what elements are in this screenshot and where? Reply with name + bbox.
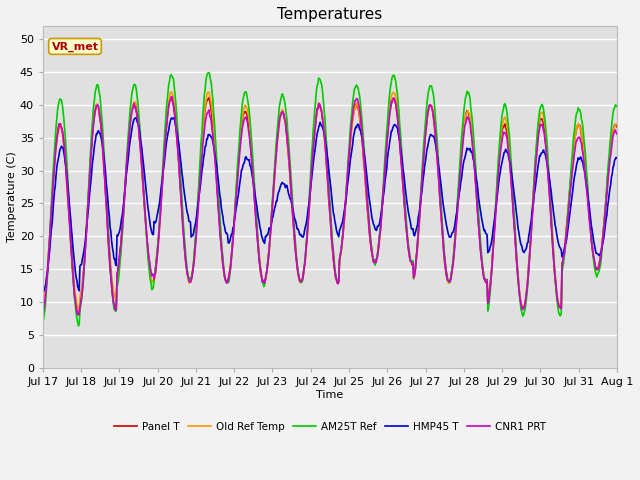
Old Ref Temp: [75, 307, 83, 312]
Panel T: [285, 163, 293, 169]
AM25T Ref: [204, 70, 212, 76]
Old Ref Temp: [613, 121, 621, 127]
CNR1 PRT: [452, 223, 460, 229]
CNR1 PRT: [42, 295, 49, 301]
HMP45 T: [132, 115, 140, 121]
Panel T: [42, 296, 49, 301]
CNR1 PRT: [75, 312, 83, 318]
AM25T Ref: [613, 104, 621, 109]
CNR1 PRT: [613, 131, 621, 137]
Panel T: [39, 311, 47, 316]
Panel T: [120, 199, 128, 204]
AM25T Ref: [307, 164, 315, 169]
Line: HMP45 T: HMP45 T: [43, 118, 617, 292]
AM25T Ref: [39, 321, 47, 327]
AM25T Ref: [452, 218, 460, 224]
Line: Panel T: Panel T: [43, 97, 617, 314]
Legend: Panel T, Old Ref Temp, AM25T Ref, HMP45 T, CNR1 PRT: Panel T, Old Ref Temp, AM25T Ref, HMP45 …: [109, 418, 550, 436]
Panel T: [452, 219, 460, 225]
AM25T Ref: [467, 96, 474, 102]
X-axis label: Time: Time: [316, 390, 344, 400]
Panel T: [467, 120, 474, 125]
Panel T: [613, 124, 621, 130]
Line: AM25T Ref: AM25T Ref: [43, 73, 617, 326]
Line: Old Ref Temp: Old Ref Temp: [43, 92, 617, 310]
AM25T Ref: [42, 305, 49, 311]
CNR1 PRT: [168, 94, 176, 99]
Old Ref Temp: [307, 178, 315, 184]
Panel T: [74, 312, 81, 317]
HMP45 T: [120, 204, 127, 210]
Old Ref Temp: [467, 115, 474, 120]
AM25T Ref: [285, 149, 293, 155]
Old Ref Temp: [452, 226, 460, 232]
CNR1 PRT: [285, 161, 293, 167]
Title: Temperatures: Temperatures: [277, 7, 383, 22]
HMP45 T: [39, 289, 47, 295]
AM25T Ref: [120, 204, 128, 209]
Old Ref Temp: [120, 205, 128, 211]
Panel T: [167, 94, 175, 100]
HMP45 T: [465, 147, 473, 153]
HMP45 T: [452, 218, 460, 224]
HMP45 T: [285, 191, 292, 196]
Y-axis label: Temperature (C): Temperature (C): [7, 152, 17, 242]
Old Ref Temp: [285, 160, 293, 166]
CNR1 PRT: [307, 177, 315, 183]
HMP45 T: [613, 155, 621, 161]
CNR1 PRT: [39, 312, 47, 318]
CNR1 PRT: [120, 201, 128, 207]
Text: VR_met: VR_met: [51, 41, 99, 51]
AM25T Ref: [75, 323, 83, 329]
Line: CNR1 PRT: CNR1 PRT: [43, 96, 617, 315]
HMP45 T: [42, 283, 49, 289]
Old Ref Temp: [42, 290, 49, 296]
CNR1 PRT: [467, 120, 474, 126]
Old Ref Temp: [167, 89, 175, 95]
Old Ref Temp: [39, 304, 47, 310]
HMP45 T: [307, 189, 314, 195]
Panel T: [307, 176, 315, 181]
